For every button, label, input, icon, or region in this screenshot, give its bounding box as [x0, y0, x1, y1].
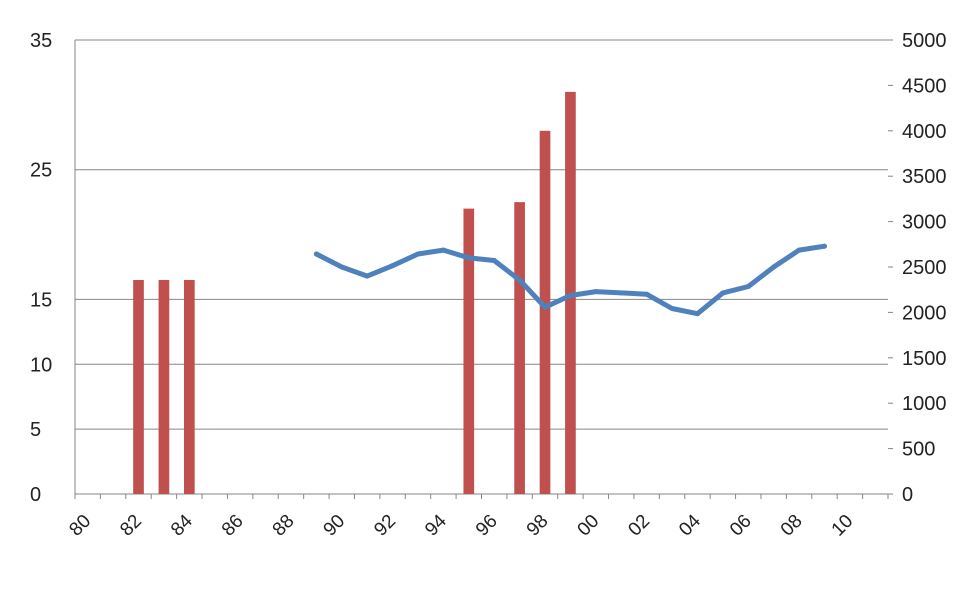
- bar: [183, 279, 195, 494]
- x-tick-label: 92: [370, 511, 400, 541]
- line-point: [745, 283, 751, 289]
- x-tick-label: 90: [320, 511, 350, 541]
- line-point: [771, 264, 777, 270]
- bar: [158, 279, 170, 494]
- x-tick-label: 02: [624, 511, 654, 541]
- line-point: [593, 289, 599, 295]
- y-left-tick-label: 5: [30, 419, 41, 441]
- line-point: [720, 290, 726, 296]
- x-tick-label: 94: [421, 510, 451, 540]
- y-right-tick-label: 2500: [902, 257, 947, 279]
- y-left-tick-label: 15: [30, 289, 52, 311]
- line-point: [339, 264, 345, 270]
- x-tick-label: 80: [65, 511, 95, 541]
- y-left-tick-label: 0: [30, 484, 41, 506]
- line-point: [491, 258, 497, 264]
- line-point: [466, 255, 472, 261]
- y-left-tick-label: 10: [30, 354, 52, 376]
- y-right-tick-label: 3000: [902, 212, 947, 234]
- x-tick-label: 96: [472, 511, 502, 541]
- x-tick-label: 10: [828, 511, 858, 541]
- line-point: [415, 251, 421, 257]
- line-point: [821, 243, 827, 249]
- line-point: [694, 311, 700, 317]
- line-point: [567, 293, 573, 299]
- line-point: [618, 290, 624, 296]
- line-point: [669, 306, 675, 312]
- x-axis-ticks: 80 82 84 86 88 90 92 94 96 98 00 02 04 06 08 10: [65, 494, 889, 541]
- x-tick-label: 08: [777, 511, 807, 541]
- line-point: [644, 291, 650, 297]
- y-right-tick-label: 2000: [902, 302, 947, 324]
- y-right-tick-label: 4000: [902, 121, 947, 143]
- line-point: [542, 304, 548, 310]
- y-right-tick-label: 0: [902, 484, 913, 506]
- y-right-tick-label: 5000: [902, 30, 947, 52]
- right-axis-ticks: 0 500 1000 1500 2000 2500 3000 3500 4000 4500 5000: [888, 30, 947, 506]
- bar: [565, 91, 576, 494]
- line-point: [390, 263, 396, 269]
- y-right-tick-label: 500: [902, 439, 935, 461]
- bar: [539, 130, 551, 495]
- x-tick-label: 84: [167, 510, 197, 540]
- bar-series: [133, 91, 576, 495]
- x-tick-label: 06: [726, 511, 756, 541]
- x-tick-label: 00: [574, 511, 604, 541]
- y-right-tick-label: 3500: [902, 166, 947, 188]
- y-right-tick-label: 4500: [902, 75, 947, 97]
- x-tick-label: 88: [269, 511, 299, 541]
- x-tick-label: 86: [218, 511, 248, 541]
- y-right-tick-label: 1000: [902, 393, 947, 415]
- x-tick-label: 98: [523, 511, 553, 541]
- bar: [133, 279, 144, 494]
- gridlines: [74, 39, 888, 495]
- y-left-tick-label: 25: [30, 160, 52, 182]
- y-right-tick-label: 1500: [902, 348, 947, 370]
- x-tick-label: 04: [675, 510, 705, 540]
- line-point: [517, 277, 523, 283]
- y-left-tick-label: 35: [30, 30, 52, 52]
- line-point: [440, 247, 446, 253]
- line-point: [364, 273, 370, 279]
- line-point: [313, 251, 319, 257]
- x-tick-label: 82: [116, 511, 146, 541]
- bar: [514, 202, 525, 494]
- bar: [463, 208, 475, 494]
- left-axis-ticks: 0 5 10 15 25 35: [30, 30, 52, 506]
- line-series: [313, 243, 827, 317]
- line-point: [796, 247, 802, 253]
